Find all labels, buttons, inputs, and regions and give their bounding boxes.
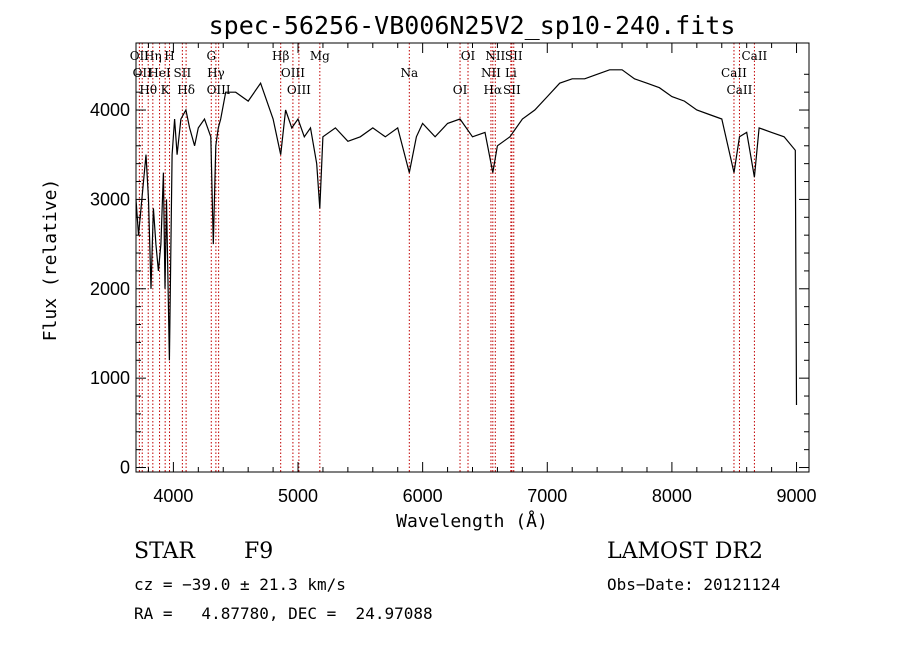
spectral-line-label: Hη: [144, 49, 162, 63]
spectral-line-label: CaII: [727, 83, 753, 97]
spectral-line-label: Li: [505, 66, 517, 80]
y-tick-label: 4000: [90, 100, 130, 120]
spectral-line-label: Na: [400, 66, 418, 80]
spectral-line-label: Hγ: [207, 66, 225, 80]
ra-dec: RA = 4.87780, DEC = 24.97088: [134, 604, 433, 623]
y-axis-label: Flux (relative): [40, 179, 61, 342]
spectral-line-label: CaII: [741, 49, 767, 63]
x-axis-ticks: 4000 5000 6000 7000 8000 9000: [147, 43, 817, 506]
object-class: STAR: [134, 539, 195, 564]
spectrum-series-line: [135, 69, 798, 406]
object-subclass: F9: [244, 539, 274, 564]
spectral-line-label: Hβ: [272, 49, 289, 63]
y-axis-ticks: 0 1000 2000 3000 4000: [90, 73, 809, 478]
spectral-line-label: Hα: [484, 83, 503, 97]
spectral-line-label: Hθ: [139, 83, 157, 97]
redshift-cz: cz = −39.0 ± 21.3 km/s: [134, 575, 346, 594]
spectral-line-label: K: [161, 83, 171, 97]
x-tick-label: 5000: [278, 486, 318, 506]
x-tick-label: 4000: [153, 486, 193, 506]
spectral-line-label: NII: [481, 66, 501, 80]
spectral-line-label: SII: [503, 83, 521, 97]
y-tick-label: 3000: [90, 189, 130, 209]
spectral-line-label: Hδ: [177, 83, 195, 97]
spectral-line-label: OIII: [207, 83, 231, 97]
x-tick-label: 7000: [527, 486, 567, 506]
survey-label: LAMOST DR2: [607, 539, 763, 564]
spectral-line-label: OI: [453, 83, 468, 97]
spectral-line-label: OIII: [287, 83, 311, 97]
chart-title: spec-56256-VB006N25V2_sp10-240.fits: [209, 11, 736, 40]
y-tick-label: 1000: [90, 368, 130, 388]
y-tick-label: 2000: [90, 279, 130, 299]
x-tick-label: 8000: [652, 486, 692, 506]
obs-date: Obs−Date: 20121124: [607, 575, 781, 594]
spectral-line-label: SII: [174, 66, 192, 80]
spectral-line-label: OII: [133, 66, 153, 80]
spectral-line-label: NII: [485, 49, 505, 63]
spectral-line-label: SII: [505, 49, 523, 63]
y-tick-label: 0: [120, 458, 130, 478]
spectral-line-label: H: [164, 49, 174, 63]
spectral-line-label: Mg: [310, 49, 330, 63]
spectral-line-markers: [138, 43, 755, 472]
spectral-line-label: OI: [461, 49, 476, 63]
x-tick-label: 9000: [777, 486, 817, 506]
plot-frame: [135, 42, 810, 473]
x-axis-label: Wavelength (Å): [396, 510, 548, 532]
spectral-line-label: CaII: [721, 66, 747, 80]
spectral-line-label: HeI: [148, 66, 171, 80]
spectral-line-labels: OIIOIIHθHηHeIKHSIIHδGHγOIIIHβOIIIOIIIMgN…: [130, 49, 768, 97]
spectral-line-label: OII: [130, 49, 150, 63]
x-tick-label: 6000: [403, 486, 443, 506]
spectral-line-label: G: [206, 49, 216, 63]
spectral-line-label: OIII: [281, 66, 305, 80]
